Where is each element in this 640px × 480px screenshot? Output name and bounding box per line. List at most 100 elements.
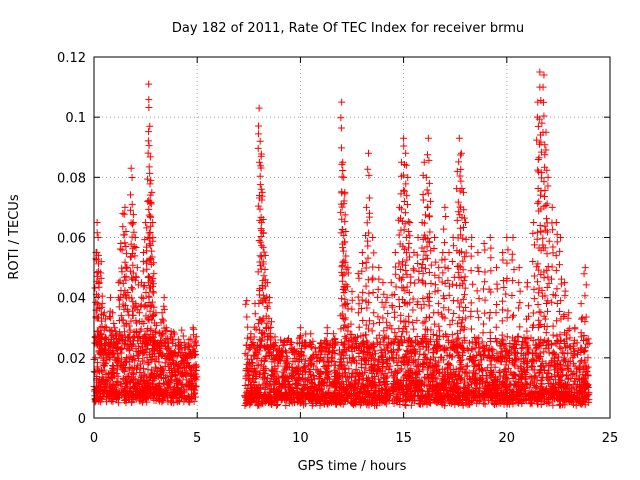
chart-title: Day 182 of 2011, Rate Of TEC Index for r… — [172, 21, 524, 36]
x-tick-label: 5 — [193, 431, 201, 446]
data-point — [123, 384, 131, 392]
data-point — [364, 254, 372, 262]
data-point — [491, 363, 499, 371]
data-point — [499, 256, 507, 264]
data-point — [407, 279, 415, 287]
data-point — [359, 316, 367, 324]
data-point — [435, 358, 443, 366]
data-point — [339, 226, 347, 234]
data-point — [523, 327, 531, 335]
data-point — [113, 377, 121, 385]
data-point — [425, 179, 433, 187]
data-point — [424, 254, 432, 262]
data-point — [403, 347, 411, 355]
data-point — [492, 323, 500, 331]
data-point — [154, 367, 162, 375]
x-tick-label: 15 — [395, 431, 412, 446]
x-tick-label: 0 — [90, 431, 98, 446]
data-point — [110, 388, 118, 396]
data-point — [475, 334, 483, 342]
data-point — [577, 357, 585, 365]
data-point — [434, 336, 442, 344]
data-point — [479, 329, 487, 337]
data-point — [457, 151, 465, 159]
data-point — [530, 285, 538, 293]
data-point — [164, 362, 172, 370]
data-point — [534, 156, 542, 164]
data-point — [256, 172, 264, 180]
data-point — [392, 270, 400, 278]
data-point — [164, 385, 172, 393]
data-point — [176, 345, 184, 353]
data-point — [487, 337, 495, 345]
data-point — [140, 377, 148, 385]
data-point — [141, 392, 149, 400]
data-point — [358, 259, 366, 267]
data-point — [180, 339, 188, 347]
data-point — [128, 173, 136, 181]
data-point — [140, 249, 148, 257]
data-point — [131, 234, 139, 241]
data-point — [301, 368, 309, 376]
data-point — [395, 259, 403, 267]
data-point — [455, 134, 463, 142]
data-point — [127, 191, 135, 199]
data-point — [537, 377, 545, 385]
data-point — [123, 305, 131, 313]
data-point — [337, 124, 345, 132]
data-point — [98, 368, 106, 376]
data-point — [279, 341, 287, 349]
data-point — [179, 386, 187, 394]
data-point — [184, 359, 192, 367]
data-point — [136, 360, 144, 368]
data-point — [182, 382, 190, 390]
data-point — [423, 186, 431, 194]
data-point — [192, 363, 200, 371]
data-point — [150, 289, 158, 297]
data-point — [533, 278, 541, 286]
data-point — [97, 398, 105, 406]
data-point — [467, 267, 475, 275]
data-point — [107, 380, 115, 388]
data-point — [149, 370, 157, 378]
x-tick-label: 25 — [602, 431, 619, 446]
data-point — [509, 313, 517, 321]
data-point — [534, 122, 542, 130]
data-point — [400, 142, 408, 150]
data-point — [129, 298, 137, 306]
data-point — [368, 276, 376, 284]
data-point — [503, 234, 511, 241]
data-point — [145, 378, 153, 386]
data-point — [374, 285, 382, 293]
data-point — [549, 331, 557, 339]
data-point — [282, 401, 290, 409]
data-point — [459, 349, 467, 357]
data-point — [542, 226, 550, 234]
data-point — [182, 371, 190, 379]
data-point — [129, 395, 137, 403]
data-point — [129, 285, 137, 293]
data-point — [448, 258, 456, 266]
data-point — [467, 252, 475, 260]
data-point — [553, 230, 561, 238]
data-point — [192, 366, 200, 374]
data-point — [254, 202, 262, 210]
data-point — [133, 364, 141, 372]
data-point — [127, 253, 135, 261]
data-point — [516, 299, 524, 307]
data-point — [409, 306, 417, 314]
data-point — [242, 300, 250, 308]
data-point — [406, 218, 414, 226]
data-point — [455, 262, 463, 270]
data-point — [544, 273, 552, 281]
data-point — [264, 304, 272, 312]
data-point — [382, 298, 390, 306]
data-point — [119, 223, 127, 231]
data-point — [118, 385, 126, 393]
x-tick-label: 20 — [499, 431, 516, 446]
data-point — [441, 239, 449, 247]
data-point — [148, 366, 156, 374]
data-point — [523, 283, 531, 291]
data-point — [419, 319, 427, 327]
data-point — [151, 375, 159, 383]
